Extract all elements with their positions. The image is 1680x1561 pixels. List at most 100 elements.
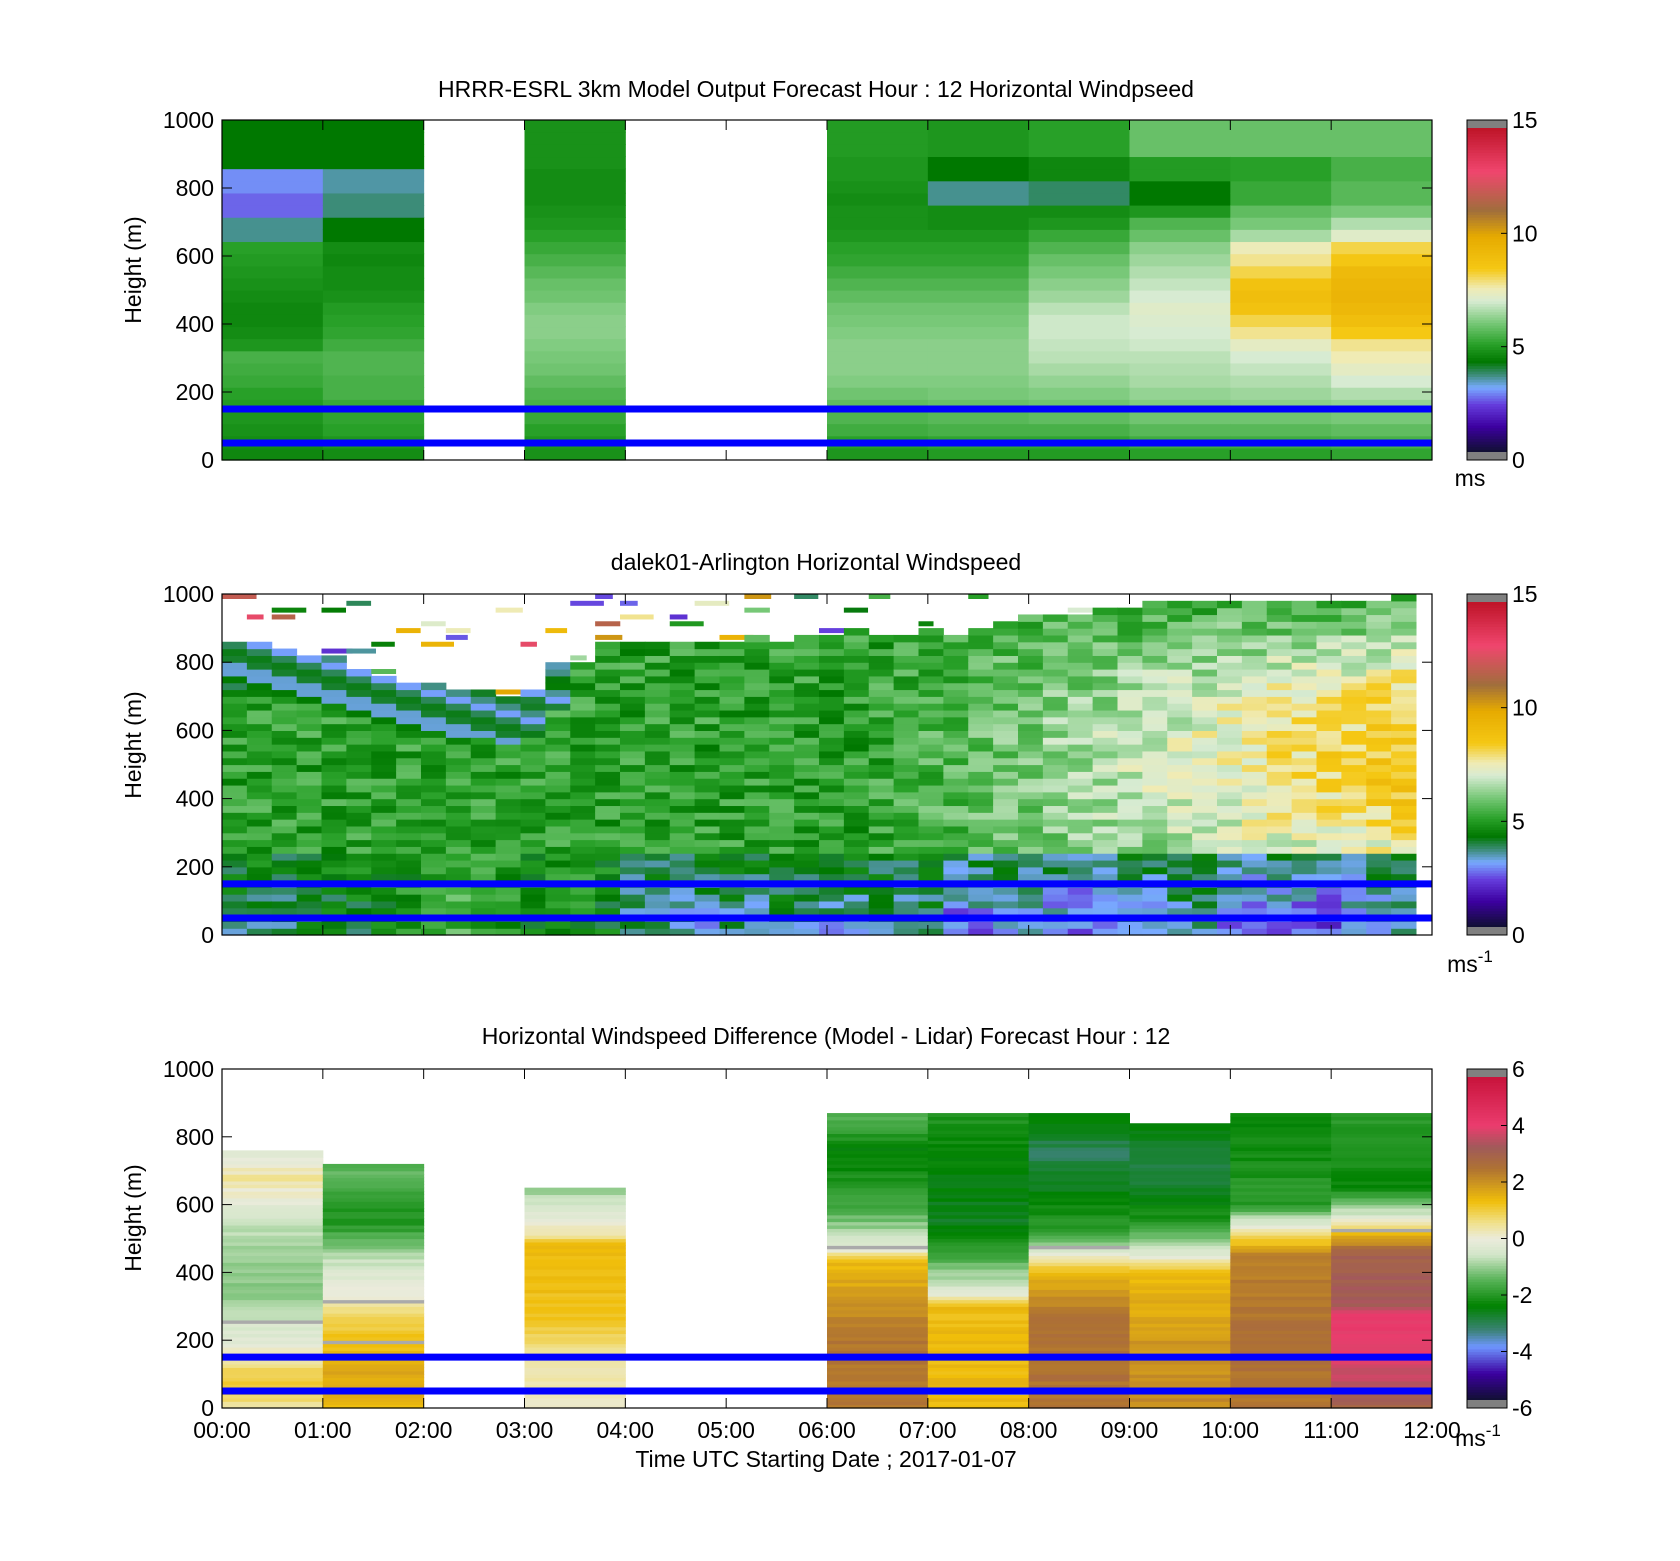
heatmap-cell bbox=[396, 771, 422, 779]
heatmap-cell bbox=[545, 750, 571, 759]
heatmap-cell bbox=[644, 791, 671, 800]
heatmap-cell bbox=[620, 873, 646, 882]
heatmap-cell bbox=[271, 832, 298, 841]
heatmap-cell bbox=[1266, 798, 1293, 807]
heatmap-cell bbox=[644, 887, 671, 895]
heatmap-cell bbox=[769, 900, 795, 909]
heatmap-cell bbox=[222, 1404, 324, 1409]
heatmap-cell bbox=[769, 887, 795, 895]
heatmap-cell bbox=[1142, 675, 1168, 684]
heatmap-cell bbox=[868, 709, 895, 718]
colorbar-swatch bbox=[1467, 815, 1507, 820]
heatmap-cell bbox=[371, 846, 397, 854]
colorbar-swatch bbox=[1467, 637, 1507, 641]
heatmap-cell bbox=[694, 716, 720, 725]
heatmap-cell bbox=[371, 928, 397, 936]
heatmap-cell bbox=[1028, 1296, 1130, 1301]
heatmap-cell bbox=[271, 853, 298, 861]
heatmap-cell bbox=[827, 1170, 929, 1175]
heatmap-cell bbox=[1192, 737, 1218, 745]
heatmap-cell bbox=[1192, 853, 1218, 861]
heatmap-cell bbox=[1192, 784, 1218, 793]
heatmap-cell bbox=[819, 662, 845, 670]
heatmap-cell bbox=[843, 873, 870, 882]
heatmap-cell bbox=[1028, 1191, 1130, 1196]
colorbar-over-swatch bbox=[1467, 594, 1507, 602]
colorbar-swatch bbox=[1467, 1295, 1507, 1299]
heatmap-cell bbox=[1230, 1377, 1332, 1382]
heatmap-cell bbox=[769, 689, 795, 697]
heatmap-cell bbox=[595, 798, 621, 807]
heatmap-cell bbox=[1117, 628, 1143, 636]
heatmap-cell bbox=[1341, 819, 1367, 827]
heatmap-cell bbox=[620, 682, 646, 691]
heatmap-cell bbox=[1192, 819, 1218, 827]
heatmap-cell bbox=[1331, 1180, 1433, 1185]
heatmap-cell bbox=[421, 764, 447, 772]
heatmap-cell bbox=[296, 778, 322, 786]
heatmap-cell bbox=[322, 1340, 425, 1345]
heatmap-cell bbox=[794, 873, 820, 882]
colorbar-swatch bbox=[1467, 1195, 1507, 1199]
heatmap-cell bbox=[819, 675, 845, 684]
colorbar-swatch bbox=[1467, 897, 1507, 901]
heatmap-cell bbox=[1230, 180, 1332, 194]
heatmap-cell bbox=[927, 1316, 1030, 1321]
heatmap-cell bbox=[1042, 839, 1069, 847]
heatmap-cell bbox=[1366, 798, 1392, 807]
heatmap-cell bbox=[570, 819, 596, 827]
heatmap-cell bbox=[1331, 1255, 1433, 1260]
heatmap-cell bbox=[868, 764, 895, 772]
heatmap-cell bbox=[1241, 641, 1268, 650]
heatmap-cell bbox=[296, 859, 322, 868]
colorbar-swatch bbox=[1467, 631, 1507, 636]
heatmap-cell bbox=[1341, 675, 1367, 684]
heatmap-cell bbox=[1067, 859, 1094, 868]
heatmap-cell bbox=[1067, 744, 1094, 752]
heatmap-cell bbox=[271, 682, 298, 691]
heatmap-cell bbox=[1366, 907, 1392, 916]
colorbar-swatch bbox=[1467, 1106, 1507, 1110]
heatmap-cell bbox=[1230, 1150, 1332, 1155]
heatmap-cell bbox=[322, 1404, 425, 1409]
heatmap-cell bbox=[296, 907, 322, 916]
heatmap-cell bbox=[296, 703, 322, 711]
heatmap-cell bbox=[495, 812, 521, 820]
heatmap-cell bbox=[322, 265, 425, 279]
heatmap-cell bbox=[1331, 253, 1433, 267]
heatmap-cell bbox=[744, 825, 770, 834]
heatmap-cell bbox=[595, 873, 621, 882]
colorbar-swatch bbox=[1467, 1128, 1507, 1132]
heatmap-cell bbox=[222, 798, 248, 807]
colorbar-swatch bbox=[1467, 1391, 1507, 1396]
colorbar-swatch bbox=[1467, 1313, 1507, 1318]
heatmap-cell bbox=[1241, 628, 1268, 636]
heatmap-cell bbox=[1230, 1170, 1332, 1175]
heatmap-cell bbox=[1142, 825, 1168, 834]
colorbar-swatch bbox=[1467, 1300, 1507, 1304]
heatmap-cell bbox=[1129, 1330, 1231, 1335]
colorbar-swatch bbox=[1467, 615, 1507, 619]
heatmap-cell bbox=[1129, 192, 1231, 206]
heatmap-cell bbox=[827, 1333, 929, 1338]
heatmap-cell bbox=[322, 1174, 425, 1179]
heatmap-cell bbox=[993, 730, 1019, 738]
heatmap-cell bbox=[1129, 1221, 1231, 1226]
heatmap-cell bbox=[943, 669, 969, 677]
heatmap-cell bbox=[669, 866, 696, 875]
heatmap-cell bbox=[868, 641, 895, 650]
heatmap-cell bbox=[396, 853, 422, 861]
colorbar-swatch bbox=[1467, 214, 1507, 218]
heatmap-cell bbox=[322, 314, 425, 328]
heatmap-cell bbox=[827, 1123, 929, 1128]
colorbar-swatch bbox=[1467, 1200, 1507, 1205]
heatmap-cell bbox=[1192, 614, 1218, 622]
heatmap-cell bbox=[868, 744, 895, 752]
heatmap-cell bbox=[524, 241, 626, 255]
colorbar-swatch bbox=[1467, 260, 1507, 264]
heatmap-cell bbox=[927, 1313, 1030, 1318]
heatmap-cell bbox=[1142, 689, 1168, 697]
colorbar-tick-label: 0 bbox=[1512, 1226, 1525, 1252]
heatmap-cell bbox=[222, 375, 324, 388]
heatmap-cell bbox=[694, 778, 720, 786]
